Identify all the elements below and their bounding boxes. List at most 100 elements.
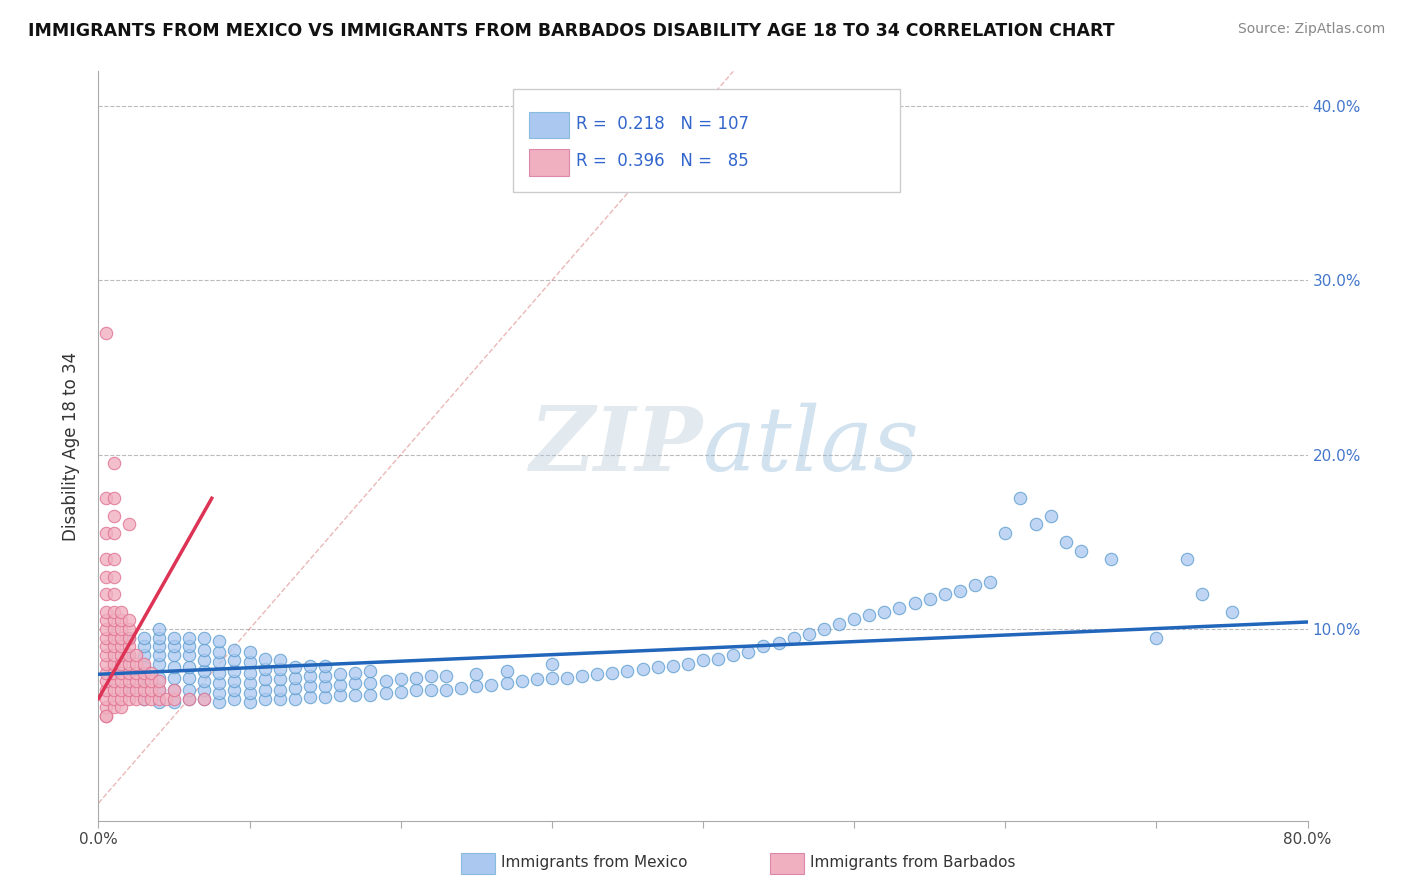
Point: [1024, 517, 1046, 532]
Point: [94, 570, 117, 584]
Point: [269, 673, 291, 687]
Point: [155, 691, 177, 706]
Point: [314, 680, 336, 694]
Point: [110, 640, 132, 654]
Point: [118, 682, 141, 697]
Text: R =  0.218   N = 107: R = 0.218 N = 107: [576, 115, 749, 133]
Point: [148, 648, 170, 662]
Point: [299, 658, 322, 673]
Point: [904, 596, 927, 610]
Point: [118, 657, 141, 671]
Point: [360, 688, 382, 702]
Point: [141, 674, 163, 689]
Point: [118, 682, 141, 697]
Point: [979, 574, 1001, 589]
Point: [783, 631, 806, 645]
Point: [163, 660, 186, 674]
Point: [647, 660, 669, 674]
Point: [797, 627, 820, 641]
Point: [239, 695, 262, 709]
Point: [602, 665, 624, 680]
Point: [163, 671, 186, 685]
Point: [1070, 543, 1092, 558]
Point: [179, 631, 201, 645]
Point: [110, 622, 132, 636]
Point: [94, 605, 117, 619]
Point: [132, 660, 155, 674]
Point: [103, 587, 125, 601]
Point: [299, 690, 322, 704]
Point: [465, 667, 488, 681]
Point: [94, 587, 117, 601]
Point: [94, 691, 117, 706]
Point: [94, 613, 117, 627]
Point: [344, 688, 367, 702]
Point: [269, 662, 291, 676]
Point: [103, 552, 125, 566]
Point: [208, 676, 231, 690]
Point: [1039, 508, 1062, 523]
Point: [344, 676, 367, 690]
Point: [125, 665, 148, 680]
Point: [118, 648, 141, 662]
Point: [103, 682, 125, 697]
Point: [103, 674, 125, 689]
Point: [224, 664, 246, 678]
Point: [239, 686, 262, 700]
Point: [269, 691, 291, 706]
Point: [224, 682, 246, 697]
Y-axis label: Disability Age 18 to 34: Disability Age 18 to 34: [62, 351, 80, 541]
Point: [1099, 552, 1122, 566]
Point: [103, 665, 125, 680]
Point: [125, 648, 148, 662]
Point: [103, 657, 125, 671]
Point: [208, 655, 231, 669]
Point: [1220, 605, 1243, 619]
Point: [103, 526, 125, 541]
Point: [314, 690, 336, 704]
Point: [193, 653, 215, 667]
Point: [329, 688, 352, 702]
Point: [179, 640, 201, 654]
Point: [631, 662, 654, 676]
Point: [344, 665, 367, 680]
Point: [405, 671, 427, 685]
Point: [141, 682, 163, 697]
Point: [616, 664, 638, 678]
Point: [299, 680, 322, 694]
Point: [148, 674, 170, 689]
Point: [103, 631, 125, 645]
Text: IMMIGRANTS FROM MEXICO VS IMMIGRANTS FROM BARBADOS DISABILITY AGE 18 TO 34 CORRE: IMMIGRANTS FROM MEXICO VS IMMIGRANTS FRO…: [28, 22, 1115, 40]
Point: [858, 607, 880, 622]
Point: [269, 653, 291, 667]
Point: [676, 657, 699, 671]
Point: [103, 648, 125, 662]
Point: [132, 691, 155, 706]
Point: [125, 691, 148, 706]
Point: [110, 682, 132, 697]
Point: [110, 691, 132, 706]
Point: [110, 648, 132, 662]
Point: [495, 664, 517, 678]
Point: [110, 674, 132, 689]
Point: [873, 605, 896, 619]
Point: [94, 631, 117, 645]
Point: [828, 616, 851, 631]
Point: [148, 657, 170, 671]
Point: [253, 673, 276, 687]
Point: [179, 682, 201, 697]
Point: [360, 664, 382, 678]
Point: [163, 695, 186, 709]
Point: [179, 660, 201, 674]
Point: [148, 671, 170, 685]
Point: [179, 691, 201, 706]
Point: [949, 583, 972, 598]
Point: [179, 691, 201, 706]
Text: Source: ZipAtlas.com: Source: ZipAtlas.com: [1237, 22, 1385, 37]
Point: [132, 648, 155, 662]
Point: [103, 605, 125, 619]
Point: [526, 673, 548, 687]
Point: [125, 674, 148, 689]
Point: [844, 611, 866, 625]
Point: [118, 631, 141, 645]
